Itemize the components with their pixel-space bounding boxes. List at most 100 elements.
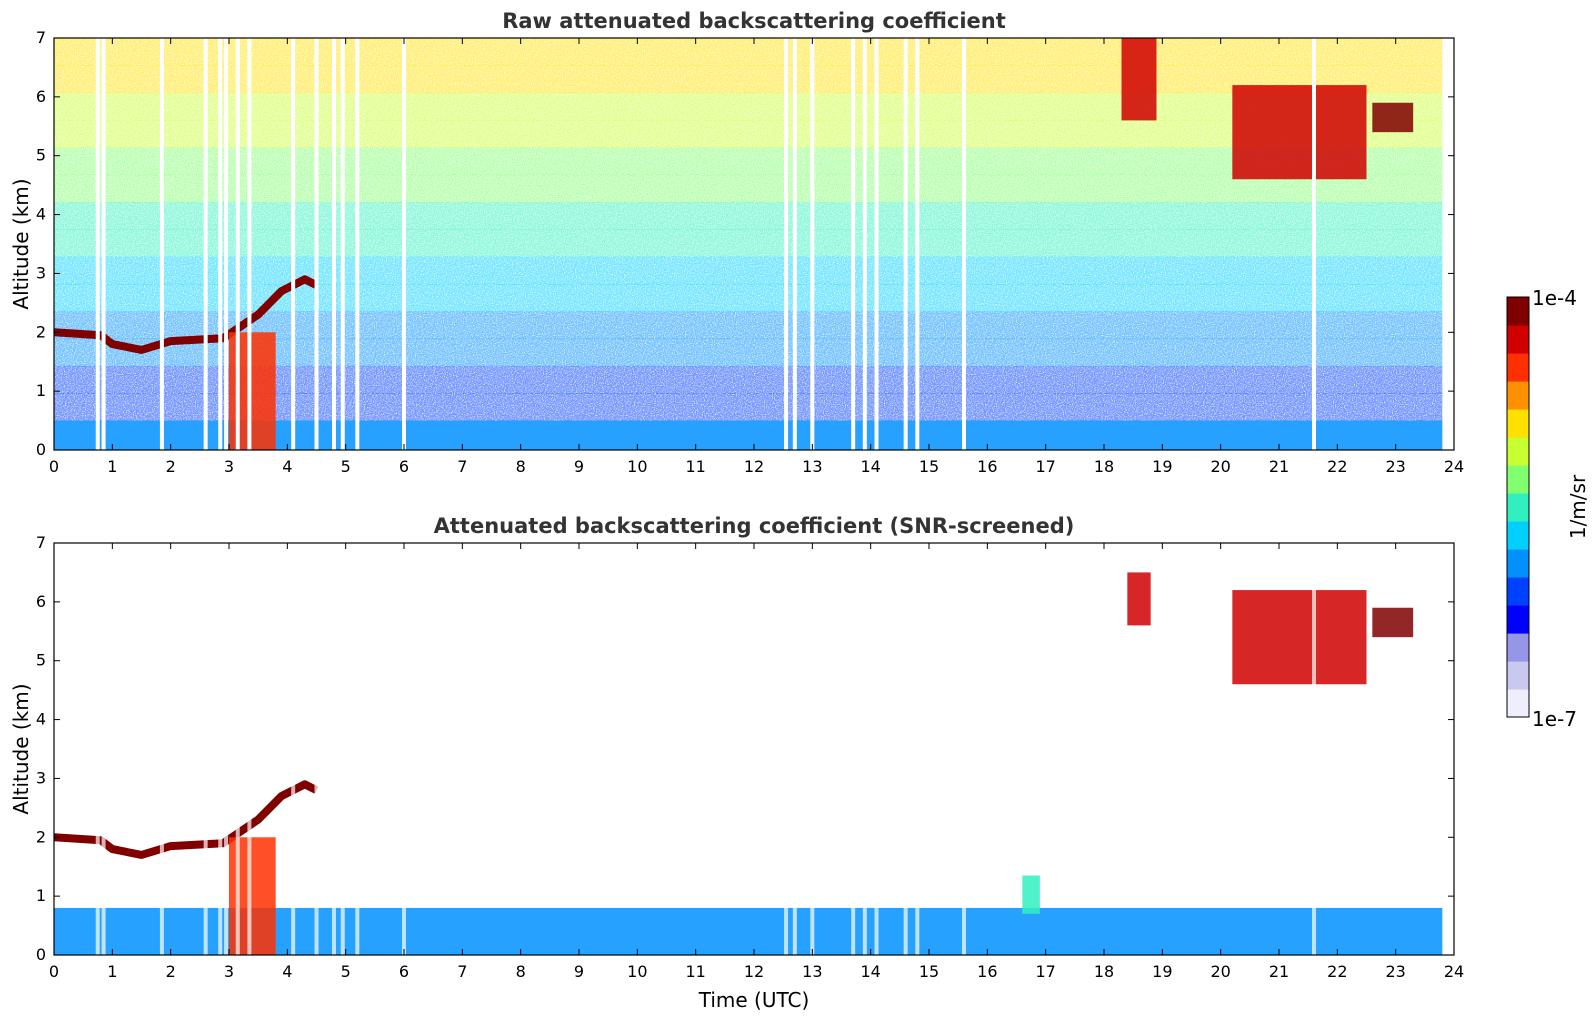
missing-data-column	[159, 38, 164, 450]
missing-data-column	[218, 543, 223, 955]
colorbar-swatch	[1507, 318, 1529, 326]
x-tick-label: 11	[685, 457, 705, 476]
x-tick-label: 2	[166, 457, 176, 476]
x-tick-label: 8	[516, 457, 526, 476]
y-tick-label: 4	[36, 710, 46, 729]
missing-data-column	[101, 38, 106, 450]
x-tick-label: 9	[574, 457, 584, 476]
x-tick-label: 7	[457, 457, 467, 476]
colorbar-swatch	[1507, 675, 1529, 683]
panel-raw: Raw attenuated backscattering coefficien…	[9, 9, 1464, 476]
x-tick-label: 13	[802, 457, 822, 476]
colorbar-swatch	[1507, 297, 1529, 305]
x-tick-label: 24	[1444, 457, 1464, 476]
x-tick-label: 0	[49, 962, 59, 981]
missing-data-column	[95, 38, 100, 450]
feature-noisy-background-0	[54, 38, 1443, 422]
colorbar-swatch	[1507, 563, 1529, 571]
feature-cloud-layer-5	[1232, 590, 1367, 685]
missing-data-column	[903, 38, 908, 450]
missing-data-column	[224, 543, 229, 955]
colorbar-swatch	[1507, 556, 1529, 564]
x-tick-label: 3	[224, 962, 234, 981]
missing-data-column	[332, 543, 336, 955]
colorbar-swatch	[1507, 598, 1529, 606]
x-tick-label: 9	[574, 962, 584, 981]
missing-data-column	[784, 38, 789, 450]
colorbar-units-label: 1/m/sr	[1566, 474, 1590, 539]
x-tick-label: 13	[802, 962, 822, 981]
colorbar-swatch	[1507, 402, 1529, 410]
missing-data-column	[962, 543, 966, 955]
missing-data-column	[291, 543, 296, 955]
colorbar: 1e-4 1e-7 1/m/sr	[1506, 286, 1590, 731]
feature-noisy-background-0-speckle	[54, 38, 1443, 421]
x-tick-label: 19	[1152, 962, 1172, 981]
colorbar-swatch	[1507, 486, 1529, 494]
x-tick-label: 6	[399, 962, 409, 981]
colorbar-swatch	[1507, 346, 1529, 354]
missing-data-column	[874, 543, 879, 955]
feature-cloud-layer-6	[1372, 102, 1414, 133]
colorbar-swatch	[1507, 332, 1529, 340]
missing-data-column	[862, 38, 867, 450]
y-tick-label: 3	[36, 768, 46, 787]
missing-data-column	[355, 543, 360, 955]
x-tick-label: 16	[977, 962, 997, 981]
feature-cloud-layer-6	[1372, 607, 1414, 638]
x-tick-label: 22	[1327, 457, 1347, 476]
x-tick-label: 14	[860, 457, 880, 476]
missing-data-column	[95, 543, 100, 955]
feature-boundary-layer-1	[54, 420, 1443, 450]
missing-data-column	[340, 38, 345, 450]
colorbar-swatch	[1507, 451, 1529, 459]
feature-cloud-layer-4	[1121, 38, 1157, 121]
colorbar-swatch	[1507, 619, 1529, 627]
x-tick-label: 16	[977, 457, 997, 476]
y-tick-label: 0	[36, 945, 46, 964]
x-tick-label: 21	[1269, 962, 1289, 981]
x-tick-label: 10	[627, 457, 647, 476]
colorbar-swatch	[1507, 612, 1529, 620]
missing-data-column	[224, 38, 229, 450]
missing-data-column	[247, 38, 252, 450]
x-tick-label: 6	[399, 457, 409, 476]
missing-data-column	[915, 543, 920, 955]
colorbar-swatch	[1507, 570, 1529, 578]
x-tick-label: 5	[341, 457, 351, 476]
colorbar-swatch	[1507, 374, 1529, 382]
feature-aerosol-plume-3	[1022, 875, 1040, 914]
x-tick-label: 15	[919, 457, 939, 476]
x-tick-label: 5	[341, 962, 351, 981]
x-tick-label: 20	[1210, 457, 1230, 476]
missing-data-column	[810, 38, 815, 450]
colorbar-swatch	[1507, 409, 1529, 417]
y-tick-label: 7	[36, 533, 46, 552]
y-tick-label: 6	[36, 592, 46, 611]
x-tick-label: 1	[107, 457, 117, 476]
x-tick-label: 0	[49, 457, 59, 476]
panel-raw-plot-area	[54, 38, 1443, 450]
x-tick-label: 20	[1210, 962, 1230, 981]
colorbar-swatch	[1507, 668, 1529, 676]
colorbar-swatch	[1507, 654, 1529, 662]
feature-boundary-layer-0	[54, 907, 1443, 955]
y-tick-label: 5	[36, 651, 46, 670]
panel-screened-x-axis-label: Time (UTC)	[698, 988, 810, 1012]
colorbar-swatch	[1507, 388, 1529, 396]
colorbar-swatch	[1507, 472, 1529, 480]
y-tick-label: 7	[36, 28, 46, 47]
colorbar-swatch	[1507, 479, 1529, 487]
y-tick-label: 3	[36, 263, 46, 282]
colorbar-swatch	[1507, 703, 1529, 711]
panel-screened: Attenuated backscattering coefficient (S…	[9, 514, 1464, 1012]
colorbar-swatch	[1507, 514, 1529, 522]
x-tick-label: 18	[1094, 457, 1114, 476]
colorbar-swatch	[1507, 689, 1529, 697]
x-tick-label: 22	[1327, 962, 1347, 981]
colorbar-max-label: 1e-4	[1532, 286, 1577, 310]
colorbar-swatch	[1507, 633, 1529, 641]
x-tick-label: 18	[1094, 962, 1114, 981]
missing-data-column	[810, 543, 815, 955]
y-tick-label: 6	[36, 87, 46, 106]
